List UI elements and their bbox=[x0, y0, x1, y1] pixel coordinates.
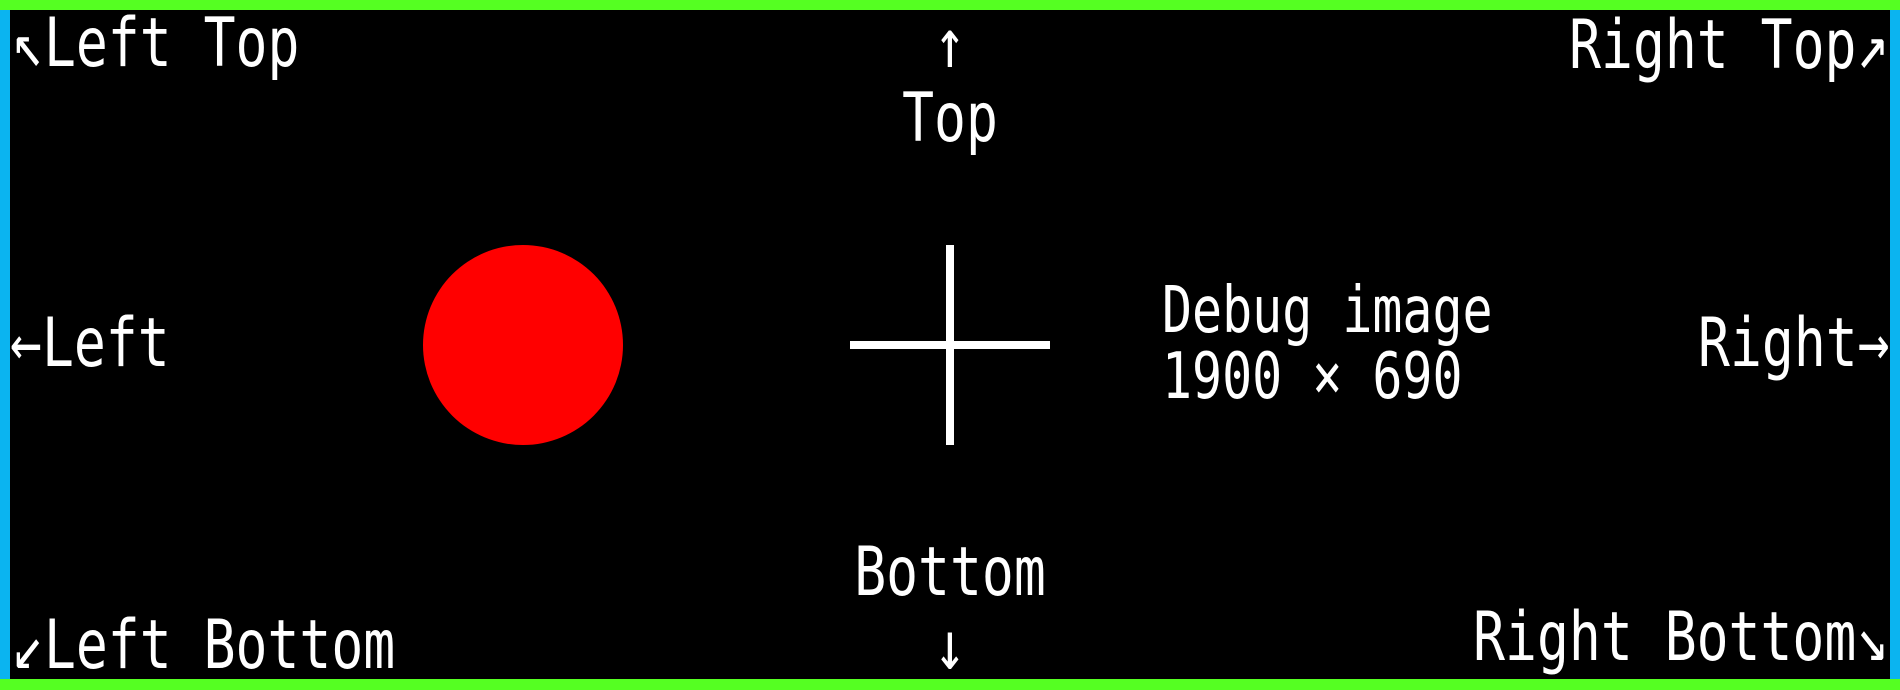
left-top-label: ↖ Left Top bbox=[12, 10, 299, 78]
left-text: Left bbox=[41, 304, 170, 383]
right-bottom-label: Right Bottom ↘ bbox=[1473, 604, 1888, 672]
arrow-down-left-icon: ↙ bbox=[12, 606, 44, 685]
left-bottom-text: Left Bottom bbox=[43, 606, 396, 685]
arrow-left-icon: ← bbox=[10, 304, 42, 383]
right-text: Right bbox=[1698, 304, 1859, 383]
arrow-down-icon: ↓ bbox=[934, 607, 966, 686]
right-bottom-text: Right Bottom bbox=[1472, 598, 1857, 677]
red-circle bbox=[423, 245, 623, 445]
arrow-up-left-icon: ↖ bbox=[12, 4, 44, 83]
debug-dimensions: 1900 × 690 bbox=[1162, 340, 1463, 414]
top-label: ↑ Top bbox=[872, 8, 1028, 158]
right-label: Right → bbox=[1698, 310, 1890, 378]
left-border bbox=[0, 10, 10, 679]
bottom-label: Bottom ↓ bbox=[833, 536, 1067, 686]
right-border bbox=[1890, 10, 1900, 679]
right-top-text: Right Top bbox=[1568, 6, 1857, 85]
debug-title: Debug image bbox=[1162, 274, 1493, 348]
arrow-right-icon: → bbox=[1858, 304, 1890, 383]
arrow-down-right-icon: ↘ bbox=[1856, 598, 1888, 677]
right-top-label: Right Top ↗ bbox=[1569, 12, 1888, 80]
bottom-border bbox=[0, 679, 1900, 690]
left-bottom-label: ↙ Left Bottom bbox=[12, 612, 395, 680]
arrow-up-icon: ↑ bbox=[934, 5, 966, 84]
arrow-up-right-icon: ↗ bbox=[1856, 6, 1888, 85]
left-top-text: Left Top bbox=[43, 4, 300, 83]
top-border bbox=[0, 0, 1900, 10]
debug-info: Debug image 1900 × 690 bbox=[1162, 274, 1493, 414]
left-label: ← Left bbox=[10, 310, 170, 378]
bottom-text: Bottom bbox=[854, 533, 1046, 612]
top-text: Top bbox=[902, 79, 998, 158]
crosshair-vertical bbox=[946, 245, 954, 445]
